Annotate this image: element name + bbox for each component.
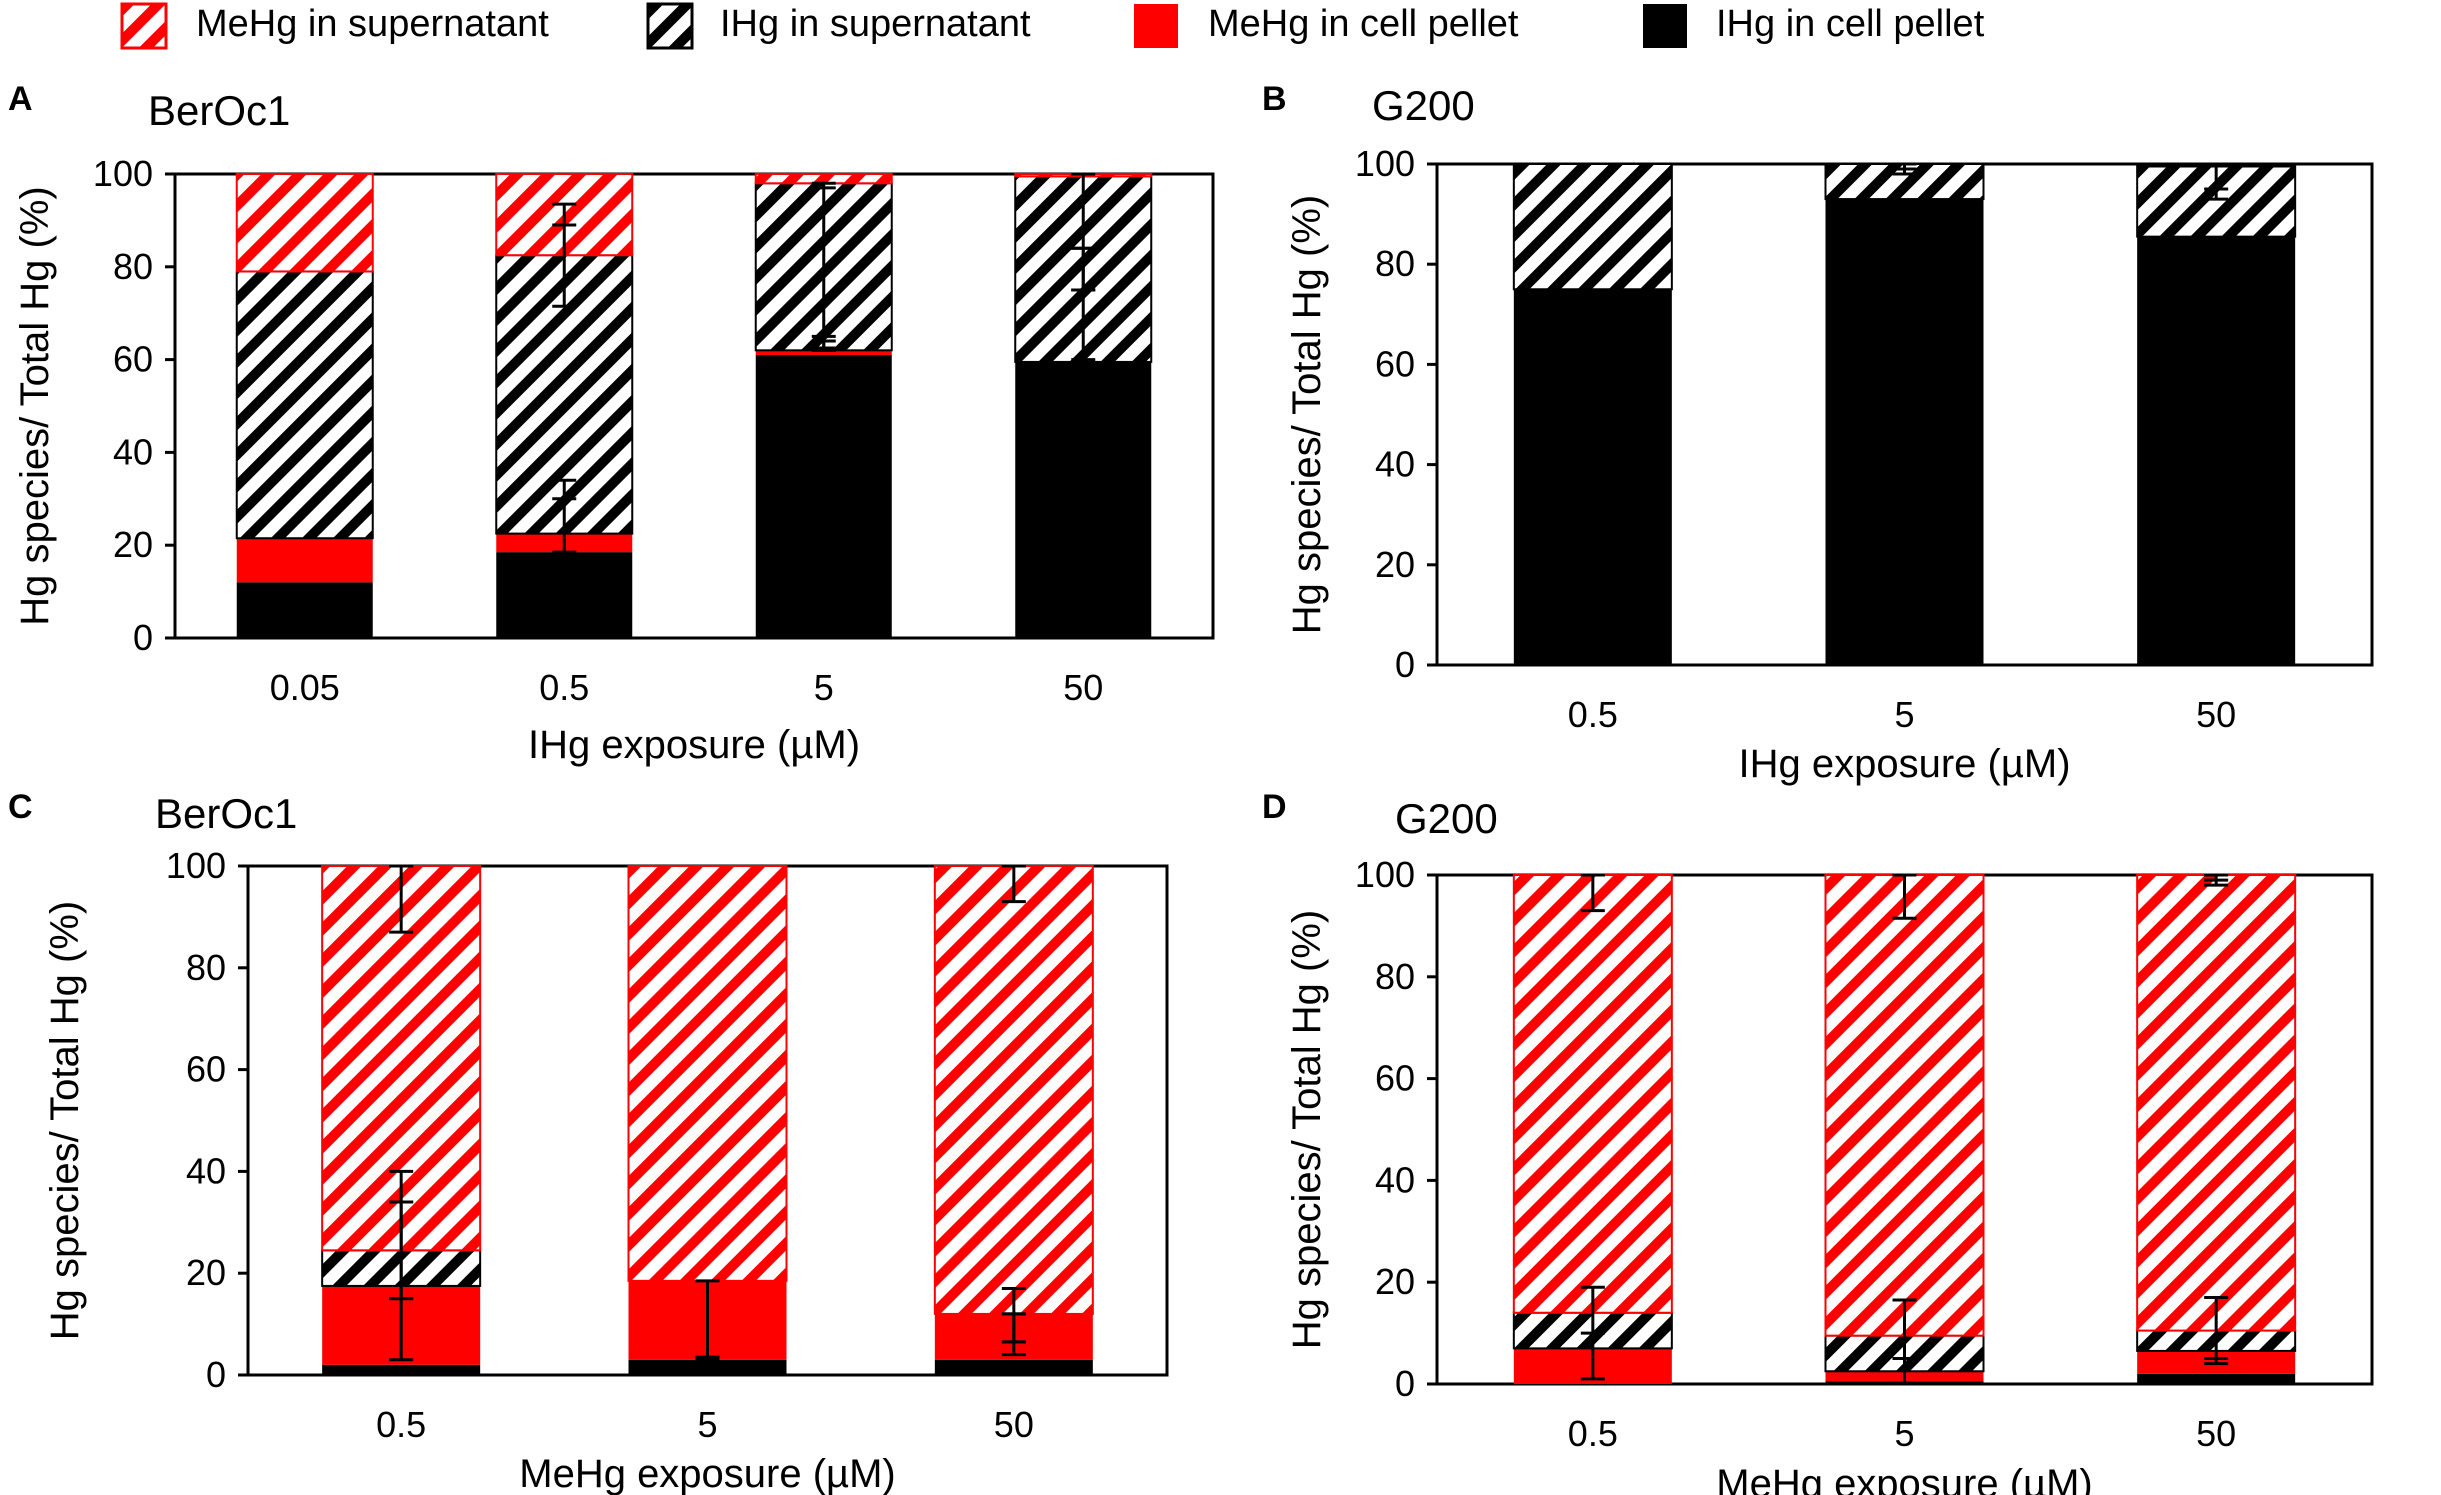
y-tick-label: 0 [133, 617, 153, 658]
bar-segment-mehg-in-supernatant [2136, 874, 2297, 1332]
bar-segment-ihg-in-cell-pellet [755, 354, 892, 638]
panel-d-g200-mehg: 0.5 5 50 0 20 40 60 80 100 G200 MeHg exposure (µM)… [1285, 795, 2374, 1495]
bar-segment-mehg-in-supernatant [627, 865, 788, 1282]
y-tick-label: 0 [1395, 1363, 1415, 1404]
bar-segment-ihg-in-supernatant [235, 270, 374, 540]
y-tick-label: 60 [113, 339, 153, 380]
legend-swatch-mehg-supernatant [120, 2, 168, 50]
y-tick-label: 80 [1375, 243, 1415, 284]
y-axis-label: Hg species/ Total Hg (%) [13, 186, 57, 625]
panel-label-b: B [1262, 80, 1287, 118]
chart-title: G200 [1395, 795, 1498, 842]
x-tick-label: 0.5 [376, 1404, 426, 1445]
x-tick-label: 5 [697, 1404, 717, 1445]
legend: MeHg in supernatant IHg in supernatant M… [120, 2, 1985, 50]
bar-segment-ihg-in-cell-pellet [628, 1359, 787, 1375]
y-tick-label: 80 [1375, 956, 1415, 997]
x-tick-label: 5 [1894, 694, 1914, 735]
y-tick-label: 100 [93, 153, 153, 194]
y-tick-label: 40 [1375, 1159, 1415, 1200]
bar-segment-ihg-in-cell-pellet [2137, 1373, 2296, 1384]
x-tick-label: 50 [1063, 667, 1103, 708]
x-tick-label: 50 [2196, 1413, 2236, 1454]
bar-segment-mehg-in-cell-pellet [236, 538, 373, 583]
chart-title: BerOc1 [155, 790, 297, 837]
y-tick-label: 20 [1375, 544, 1415, 585]
y-axis-label: Hg species/ Total Hg (%) [1285, 910, 1329, 1349]
y-tick-label: 100 [1355, 854, 1415, 895]
x-tick-label: 50 [2196, 694, 2236, 735]
legend-label-mehg-supernatant: MeHg in supernatant [196, 3, 549, 45]
bar-segment-mehg-in-supernatant [933, 865, 1094, 1315]
legend-label-mehg-pellet: MeHg in cell pellet [1208, 3, 1519, 45]
bar-segment-mehg-in-supernatant [1824, 874, 1985, 1337]
bar-segment-mehg-in-cell-pellet [755, 350, 892, 355]
y-tick-label: 20 [186, 1252, 226, 1293]
y-tick-label: 40 [113, 431, 153, 472]
y-tick-label: 100 [1355, 143, 1415, 184]
bar-segment-mehg-in-supernatant [235, 173, 374, 273]
panel-label-d: D [1262, 788, 1287, 826]
x-tick-label: 0.05 [270, 667, 340, 708]
bar-segment-ihg-in-cell-pellet [934, 1359, 1093, 1375]
y-tick-label: 20 [113, 524, 153, 565]
panel-label-a: A [8, 80, 33, 118]
x-tick-label: 0.5 [1568, 694, 1618, 735]
x-axis-label: IHg exposure (µM) [1738, 742, 2070, 786]
bar-segment-ihg-in-cell-pellet [1825, 199, 1984, 665]
bar-segment-mehg-in-supernatant [1512, 874, 1673, 1314]
legend-swatch-mehg-pellet [1134, 4, 1178, 48]
x-tick-label: 5 [814, 667, 834, 708]
bar-segment-ihg-in-cell-pellet [1015, 361, 1152, 638]
y-tick-label: 60 [1375, 343, 1415, 384]
panel-b-g200-ihg: 0.5 5 50 0 20 40 60 80 100 G200 IHg exposure (µM) H… [1285, 82, 2374, 786]
panel-label-c: C [8, 788, 33, 826]
y-tick-label: 60 [1375, 1058, 1415, 1099]
y-axis-label: Hg species/ Total Hg (%) [43, 901, 87, 1340]
y-tick-label: 40 [186, 1150, 226, 1191]
legend-label-ihg-supernatant: IHg in supernatant [720, 3, 1031, 45]
y-tick-label: 0 [206, 1354, 226, 1395]
legend-label-ihg-pellet: IHg in cell pellet [1716, 3, 1985, 45]
x-tick-label: 0.5 [539, 667, 589, 708]
y-tick-label: 60 [186, 1049, 226, 1090]
y-tick-label: 40 [1375, 444, 1415, 485]
x-axis-label: IHg exposure (µM) [528, 723, 860, 767]
bar-segment-ihg-in-cell-pellet [1513, 289, 1672, 665]
bar-segment-ihg-in-cell-pellet [2137, 236, 2296, 665]
bar-segment-ihg-in-supernatant [1512, 163, 1673, 291]
x-axis-label: MeHg exposure (µM) [519, 1452, 895, 1495]
chart-title: G200 [1372, 82, 1475, 129]
panel-c-beroc1-mehg: 0.5 5 50 0 20 40 60 80 100 BerOc1 MeHg exposure (µ… [43, 790, 1169, 1495]
bar-segment-ihg-in-cell-pellet [236, 582, 373, 638]
x-tick-label: 5 [1894, 1413, 1914, 1454]
chart-title: BerOc1 [148, 87, 290, 134]
y-tick-label: 0 [1395, 644, 1415, 685]
panel-a-beroc1-ihg: 0.05 0.5 5 50 0 20 40 60 80 100 BerOc1 IHg exposure… [13, 87, 1215, 767]
bar-segment-ihg-in-cell-pellet [322, 1364, 481, 1375]
y-axis-label: Hg species/ Total Hg (%) [1285, 195, 1329, 634]
legend-swatch-ihg-pellet [1643, 4, 1687, 48]
x-axis-label: MeHg exposure (µM) [1716, 1462, 2092, 1495]
bar-segment-ihg-in-cell-pellet [496, 552, 633, 638]
legend-swatch-ihg-supernatant [646, 2, 694, 50]
y-tick-label: 100 [166, 845, 226, 886]
x-tick-label: 0.5 [1568, 1413, 1618, 1454]
y-tick-label: 80 [113, 246, 153, 287]
y-tick-label: 20 [1375, 1261, 1415, 1302]
x-tick-label: 50 [994, 1404, 1034, 1445]
y-tick-label: 80 [186, 947, 226, 988]
